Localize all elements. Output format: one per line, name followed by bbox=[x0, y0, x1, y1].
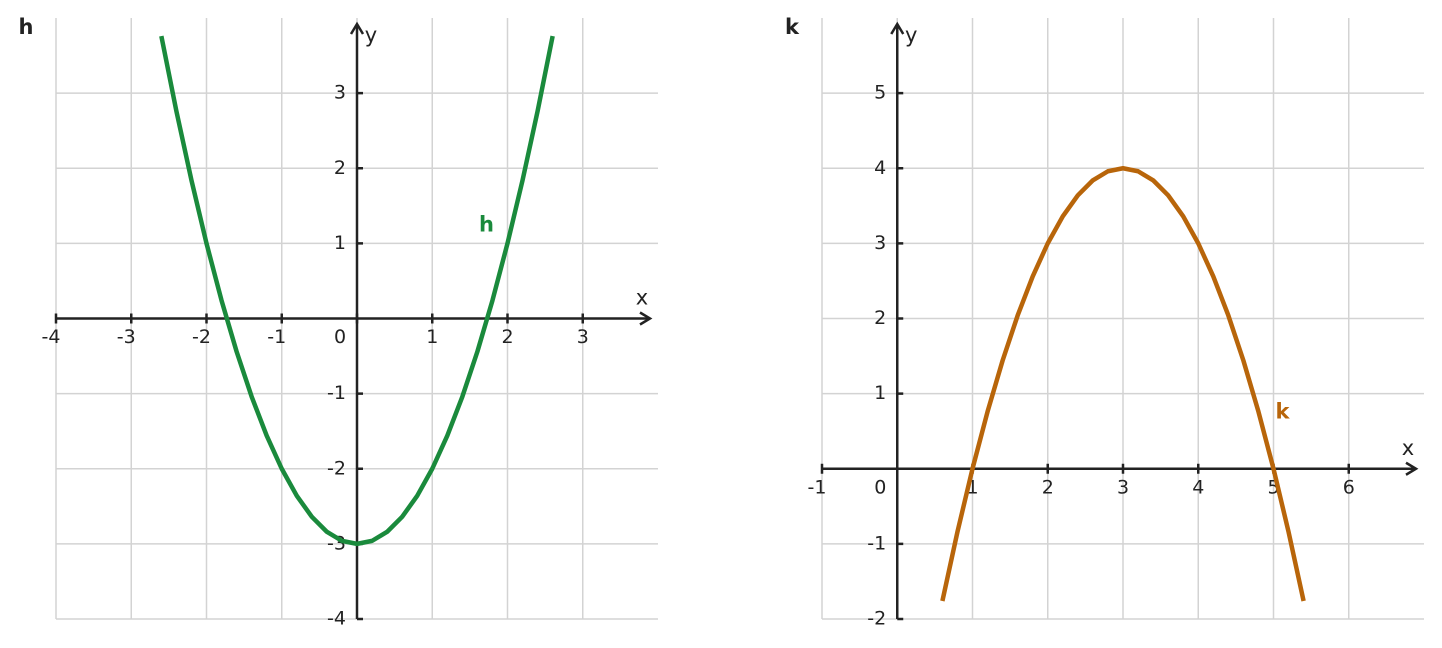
y-arrow bbox=[349, 21, 365, 35]
x-tick-label: -1 bbox=[808, 476, 827, 498]
curve-label: k bbox=[1276, 399, 1291, 423]
x-tick-label: 3 bbox=[577, 326, 589, 348]
y-tick-label: 2 bbox=[334, 157, 346, 179]
y-tick-label: -2 bbox=[327, 457, 346, 479]
y-tick-label: 1 bbox=[874, 382, 886, 404]
x-tick-label: -1 bbox=[267, 326, 286, 348]
y-tick-label: 5 bbox=[874, 82, 886, 104]
x-tick-label: 0 bbox=[334, 326, 346, 348]
x-tick-label: -2 bbox=[192, 326, 211, 348]
curve-label: h bbox=[479, 212, 494, 236]
y-tick-label: -4 bbox=[327, 608, 346, 630]
y-tick-label: 4 bbox=[874, 157, 886, 179]
x-tick-label: 6 bbox=[1343, 476, 1355, 498]
y-axis-label: y bbox=[365, 23, 377, 47]
x-axis-label: x bbox=[636, 286, 648, 310]
x-tick-label: 2 bbox=[501, 326, 513, 348]
y-tick-label: -1 bbox=[867, 532, 886, 554]
y-tick-label: -2 bbox=[867, 608, 886, 630]
x-tick-label: -3 bbox=[117, 326, 136, 348]
y-tick-label: 3 bbox=[874, 232, 886, 254]
y-axis-label: y bbox=[905, 23, 917, 47]
x-axis-label: x bbox=[1402, 436, 1414, 460]
y-tick-label: 3 bbox=[334, 82, 346, 104]
panel-title: h bbox=[19, 15, 34, 39]
x-tick-label: 1 bbox=[426, 326, 438, 348]
panel-title: k bbox=[785, 15, 800, 39]
x-arrow bbox=[639, 311, 653, 326]
x-tick-label: 2 bbox=[1042, 476, 1054, 498]
curve bbox=[159, 35, 555, 547]
y-tick-label: 1 bbox=[334, 232, 346, 254]
y-tick-label: -1 bbox=[327, 382, 346, 404]
x-tick-label: 4 bbox=[1192, 476, 1204, 498]
x-tick-label: 3 bbox=[1117, 476, 1129, 498]
x-tick-label: -4 bbox=[42, 326, 61, 348]
x-arrow bbox=[1405, 461, 1419, 476]
x-tick-label: 0 bbox=[874, 476, 886, 498]
y-tick-label: 2 bbox=[874, 307, 886, 329]
curve bbox=[940, 166, 1306, 602]
y-arrow bbox=[890, 21, 905, 35]
